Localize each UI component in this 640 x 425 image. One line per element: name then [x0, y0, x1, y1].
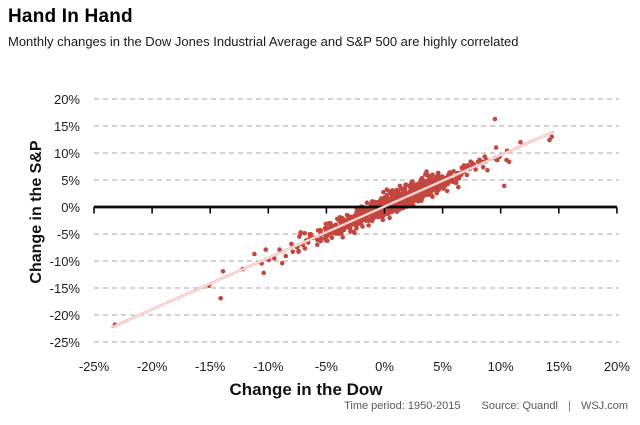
footer-site: WSJ.com	[580, 400, 628, 412]
x-tick-label: -25%	[78, 359, 110, 374]
footer-time-period: Time period: 1950-2015	[344, 400, 461, 412]
scatter-points-group	[112, 116, 555, 328]
y-tick-label: -15%	[49, 280, 80, 296]
chart-footer: Time period: 1950-2015 Source: Quandl | …	[344, 400, 628, 412]
footer-source: Source: Quandl	[481, 400, 558, 412]
x-tick-label: -20%	[136, 359, 168, 374]
y-axis-title: Change in the S&P	[28, 140, 45, 284]
y-tick-label: 10%	[53, 145, 80, 161]
trend-line	[111, 130, 555, 329]
y-tick-label: -5%	[56, 226, 80, 242]
zero-axis	[93, 205, 618, 214]
y-tick-label: -10%	[49, 253, 80, 269]
x-tick-label: 10%	[487, 359, 514, 374]
footer-separator: |	[568, 400, 571, 412]
x-tick-label: 15%	[545, 359, 572, 374]
x-tick-label: 5%	[433, 359, 452, 374]
x-tick-label: 20%	[603, 359, 630, 374]
y-tick-label: 15%	[53, 118, 80, 134]
y-tick-label: 0%	[61, 199, 80, 215]
chart-title: Hand In Hand	[8, 6, 133, 27]
y-tick-label: 5%	[61, 172, 80, 188]
y-tick-label: -20%	[49, 307, 80, 323]
x-axis-title: Change in the Dow	[229, 380, 383, 399]
x-tick-label: -10%	[253, 359, 284, 374]
y-tick-label: 20%	[53, 91, 80, 107]
x-tick-label: 0%	[375, 359, 394, 374]
x-tick-label: -15%	[195, 359, 226, 374]
x-tick-label: -5%	[314, 359, 338, 374]
chart-subtitle: Monthly changes in the Dow Jones Industr…	[8, 34, 519, 49]
y-tick-label: -25%	[49, 334, 80, 350]
